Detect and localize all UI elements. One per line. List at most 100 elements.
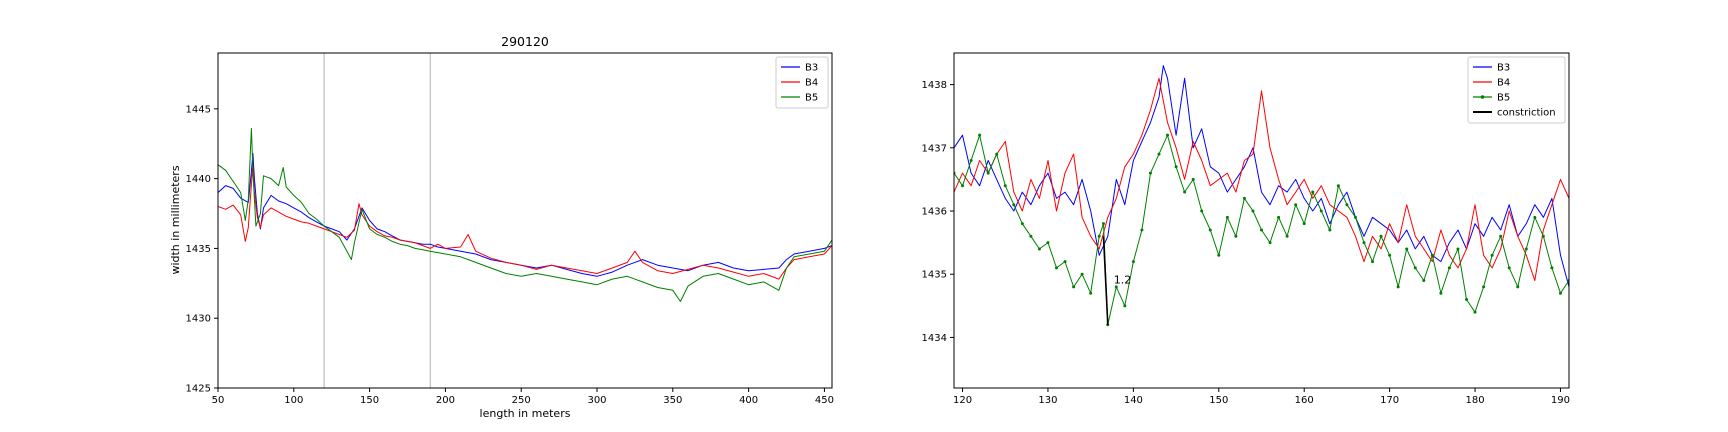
series-line-constriction bbox=[1102, 236, 1109, 325]
left-chart-series bbox=[218, 127, 832, 302]
data-point bbox=[1507, 266, 1511, 270]
y-tick-label: 1440 bbox=[186, 174, 211, 185]
data-point bbox=[1396, 285, 1400, 289]
left-chart-ylabel: width in millimeters bbox=[169, 165, 182, 274]
y-tick-label: 1436 bbox=[922, 207, 947, 218]
data-point bbox=[1533, 215, 1537, 219]
x-tick-label: 170 bbox=[1380, 395, 1399, 406]
data-point bbox=[1260, 228, 1263, 232]
data-point bbox=[1046, 241, 1050, 245]
data-point bbox=[1430, 253, 1434, 257]
data-point bbox=[1405, 247, 1409, 251]
y-tick-label: 1445 bbox=[186, 104, 211, 115]
y-tick-label: 1437 bbox=[922, 143, 947, 154]
data-point bbox=[1413, 266, 1417, 270]
plot-area bbox=[218, 127, 832, 302]
x-tick-label: 250 bbox=[512, 395, 531, 406]
data-point bbox=[1123, 304, 1127, 308]
data-point bbox=[969, 158, 973, 162]
data-point bbox=[1447, 266, 1451, 270]
data-point bbox=[1101, 222, 1105, 226]
data-point bbox=[1328, 228, 1332, 232]
data-point bbox=[986, 171, 990, 175]
legend-box bbox=[1467, 56, 1566, 124]
data-point bbox=[1302, 222, 1306, 226]
data-point bbox=[1003, 184, 1007, 188]
data-point bbox=[1183, 190, 1187, 194]
data-point bbox=[1029, 234, 1033, 238]
legend-label: B4 bbox=[805, 78, 818, 89]
data-point bbox=[1020, 222, 1024, 226]
data-point bbox=[1362, 241, 1366, 245]
series-line-b5 bbox=[954, 134, 1569, 326]
data-point bbox=[1225, 215, 1229, 219]
y-tick-label: 1425 bbox=[186, 384, 211, 395]
legend-label: B5 bbox=[805, 93, 818, 104]
data-point bbox=[1482, 285, 1486, 289]
x-tick-label: 350 bbox=[663, 395, 682, 406]
series-line-b5 bbox=[218, 127, 832, 302]
y-tick-label: 1435 bbox=[922, 270, 947, 281]
legend-label: B3 bbox=[805, 63, 818, 74]
data-point bbox=[1055, 266, 1058, 270]
x-tick-label: 450 bbox=[815, 395, 834, 406]
data-point bbox=[1174, 165, 1178, 169]
left-chart-ticks: 50 100 150 200 250 300 350 400 450 1425 1430 1435 14… bbox=[186, 104, 834, 406]
data-point bbox=[1516, 285, 1520, 289]
x-tick-label: 100 bbox=[284, 395, 303, 406]
data-point bbox=[1063, 260, 1067, 264]
data-point bbox=[1439, 291, 1443, 295]
data-point bbox=[1208, 228, 1212, 232]
constriction-annotation: 1.2 bbox=[1114, 274, 1132, 287]
data-point bbox=[1157, 152, 1161, 156]
data-point bbox=[1166, 133, 1170, 137]
left-chart: 290120 length in meters width in millime… bbox=[169, 34, 834, 420]
data-point bbox=[1465, 298, 1468, 302]
y-tick-label: 1430 bbox=[186, 314, 211, 325]
x-tick-label: 120 bbox=[953, 395, 972, 406]
y-tick-label: 1438 bbox=[922, 80, 947, 91]
data-point bbox=[1294, 203, 1298, 207]
data-point bbox=[1251, 209, 1255, 213]
x-tick-label: 200 bbox=[436, 395, 455, 406]
x-tick-label: 140 bbox=[1124, 395, 1143, 406]
right-chart-series bbox=[954, 65, 1569, 327]
left-chart-xlabel: length in meters bbox=[480, 407, 571, 420]
data-point bbox=[1277, 215, 1281, 219]
x-tick-label: 130 bbox=[1038, 395, 1057, 406]
right-chart: 120 130 140 150 160 170 180 190 1434 1435 1436 1437… bbox=[922, 52, 1570, 406]
data-point bbox=[1379, 234, 1383, 238]
data-point bbox=[1114, 285, 1118, 289]
legend-marker bbox=[1480, 95, 1485, 99]
x-tick-label: 300 bbox=[587, 395, 606, 406]
x-tick-label: 160 bbox=[1295, 395, 1314, 406]
data-point bbox=[1089, 291, 1093, 295]
right-chart-legend: B3 B4 B5 constriction bbox=[1467, 56, 1566, 124]
data-point bbox=[1217, 253, 1221, 257]
data-point bbox=[1388, 253, 1392, 257]
data-point bbox=[1490, 253, 1494, 257]
data-point bbox=[1285, 234, 1289, 238]
y-tick-label: 1434 bbox=[922, 333, 947, 344]
data-point bbox=[1072, 285, 1076, 289]
data-point bbox=[1140, 228, 1144, 232]
data-point bbox=[1234, 234, 1238, 238]
x-tick-label: 400 bbox=[739, 395, 758, 406]
series-line-b3 bbox=[954, 65, 1569, 288]
legend-box bbox=[775, 56, 829, 109]
data-point bbox=[978, 133, 982, 137]
right-chart-ticks: 120 130 140 150 160 170 180 190 1434 1435 1436 1437… bbox=[922, 80, 1570, 406]
legend-label: constriction bbox=[1497, 108, 1556, 119]
data-point bbox=[1191, 177, 1195, 181]
data-point bbox=[1242, 196, 1246, 200]
data-point bbox=[961, 184, 965, 188]
data-point bbox=[1371, 260, 1375, 264]
data-point bbox=[1268, 241, 1272, 245]
data-point bbox=[1422, 279, 1426, 283]
data-point bbox=[1456, 247, 1460, 251]
data-point bbox=[1148, 171, 1152, 175]
data-point bbox=[1345, 203, 1349, 207]
x-tick-label: 150 bbox=[1209, 395, 1228, 406]
legend-label: B3 bbox=[1497, 63, 1510, 74]
